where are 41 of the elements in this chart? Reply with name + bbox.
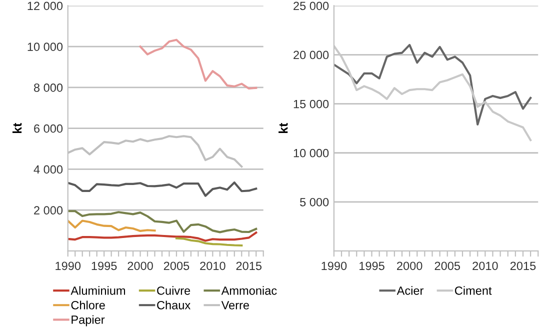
x-tick-label: 2010 xyxy=(200,262,226,270)
line-series xyxy=(139,38,258,90)
legend-label: Cuivre xyxy=(157,286,190,295)
legend-label: Ammoniac xyxy=(221,286,277,295)
legend-label: Ciment xyxy=(454,286,492,295)
x-tick-label: 1990 xyxy=(56,262,81,270)
y-tick-label: 5 000 xyxy=(300,198,329,206)
y-tick-label: 10 000 xyxy=(28,42,63,51)
x-tick-label: 2010 xyxy=(472,262,498,270)
legend-label: Aluminium xyxy=(70,286,126,295)
legend-label: Chlore xyxy=(71,300,105,310)
line-series xyxy=(334,44,532,126)
y-tick-label: 15 000 xyxy=(294,100,329,108)
y-tick-label: 8 000 xyxy=(34,84,63,92)
y-tick-label: 10 000 xyxy=(294,148,329,158)
x-tick-label: 1995 xyxy=(360,262,384,270)
x-tick-label: 1995 xyxy=(92,262,117,270)
line-series xyxy=(175,237,243,247)
x-tick-label: 2000 xyxy=(397,262,422,270)
legend-label: Papier xyxy=(72,315,105,326)
x-tick-label: 2015 xyxy=(510,262,536,270)
y-tick-label: 4 000 xyxy=(34,165,63,174)
y-tick-label: 6 000 xyxy=(34,124,63,133)
y-tick-label: 25 000 xyxy=(294,2,329,10)
x-tick-label: 2015 xyxy=(236,262,262,270)
x-tick-label: 1990 xyxy=(322,262,347,270)
line-series xyxy=(68,210,258,234)
y-tick-label: 2 000 xyxy=(34,206,63,215)
line-series xyxy=(68,232,258,242)
legend-label: Verre xyxy=(221,301,249,310)
x-tick-label: 2000 xyxy=(128,262,153,270)
x-tick-label: 2005 xyxy=(434,262,460,270)
y-tick-label: 20 000 xyxy=(294,50,329,60)
x-tick-label: 2005 xyxy=(164,262,190,270)
legend-label: Acier xyxy=(396,286,424,295)
y-tick-label: 12 000 xyxy=(28,2,63,10)
line-series xyxy=(68,220,156,232)
y-axis-title: kt xyxy=(12,122,22,134)
y-axis-title: kt xyxy=(278,122,288,134)
legend-label: Chaux xyxy=(157,300,190,310)
line-series xyxy=(68,181,258,197)
